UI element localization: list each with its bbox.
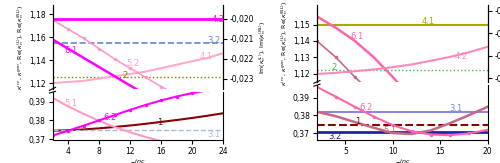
Text: 2: 2	[331, 63, 336, 72]
Y-axis label: $\kappa^{inc}$, $\kappa^{gen}$, Re$(\kappa_n^{(L)})$, Re$(\kappa_n^{(NL)})$: $\kappa^{inc}$, $\kappa^{gen}$, Re$(\kap…	[15, 4, 26, 90]
Text: 3.1: 3.1	[208, 130, 221, 139]
Text: 3.2: 3.2	[328, 132, 342, 141]
Y-axis label: $\kappa^{inc}$, $\kappa^{gen}$, Re$(\kappa_n^{(L)})$, Re$(\kappa_n^{(NL)})$: $\kappa^{inc}$, $\kappa^{gen}$, Re$(\kap…	[280, 1, 290, 86]
X-axis label: $a_\kappa^{inc}$: $a_\kappa^{inc}$	[129, 157, 146, 163]
Y-axis label: Im$(\kappa_n^{(L)})$, Im$(\kappa_n^{(NL)})$: Im$(\kappa_n^{(L)})$, Im$(\kappa_n^{(NL)…	[258, 20, 268, 74]
Text: 6.1: 6.1	[64, 46, 78, 55]
Text: 4.1: 4.1	[421, 17, 434, 26]
Text: 4.2: 4.2	[454, 52, 468, 61]
Text: 4.1: 4.1	[200, 52, 213, 61]
Text: 6.2: 6.2	[103, 113, 116, 122]
Text: 1: 1	[157, 118, 162, 127]
Text: 6.2: 6.2	[360, 103, 373, 112]
Text: 4.2: 4.2	[212, 15, 224, 24]
Text: 5.2: 5.2	[126, 59, 140, 68]
Text: 5.1: 5.1	[64, 99, 78, 108]
X-axis label: $a_\kappa^{inc}$: $a_\kappa^{inc}$	[394, 157, 411, 163]
Text: 1: 1	[355, 117, 360, 126]
Text: 3.2: 3.2	[208, 36, 221, 45]
Text: 6.1: 6.1	[350, 31, 364, 41]
Text: 5.2: 5.2	[412, 118, 425, 127]
Text: 3.1: 3.1	[450, 104, 463, 113]
Text: 5.1: 5.1	[384, 126, 396, 135]
Text: 2: 2	[122, 71, 128, 80]
